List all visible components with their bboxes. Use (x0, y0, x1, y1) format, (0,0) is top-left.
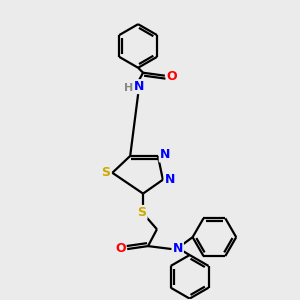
Text: S: S (101, 166, 110, 179)
Text: O: O (167, 70, 177, 83)
Text: H: H (124, 82, 133, 93)
Text: N: N (160, 148, 170, 161)
Text: O: O (115, 242, 126, 255)
Text: S: S (138, 206, 147, 219)
Text: N: N (172, 242, 183, 255)
Text: N: N (165, 173, 175, 186)
Text: N: N (134, 80, 144, 93)
